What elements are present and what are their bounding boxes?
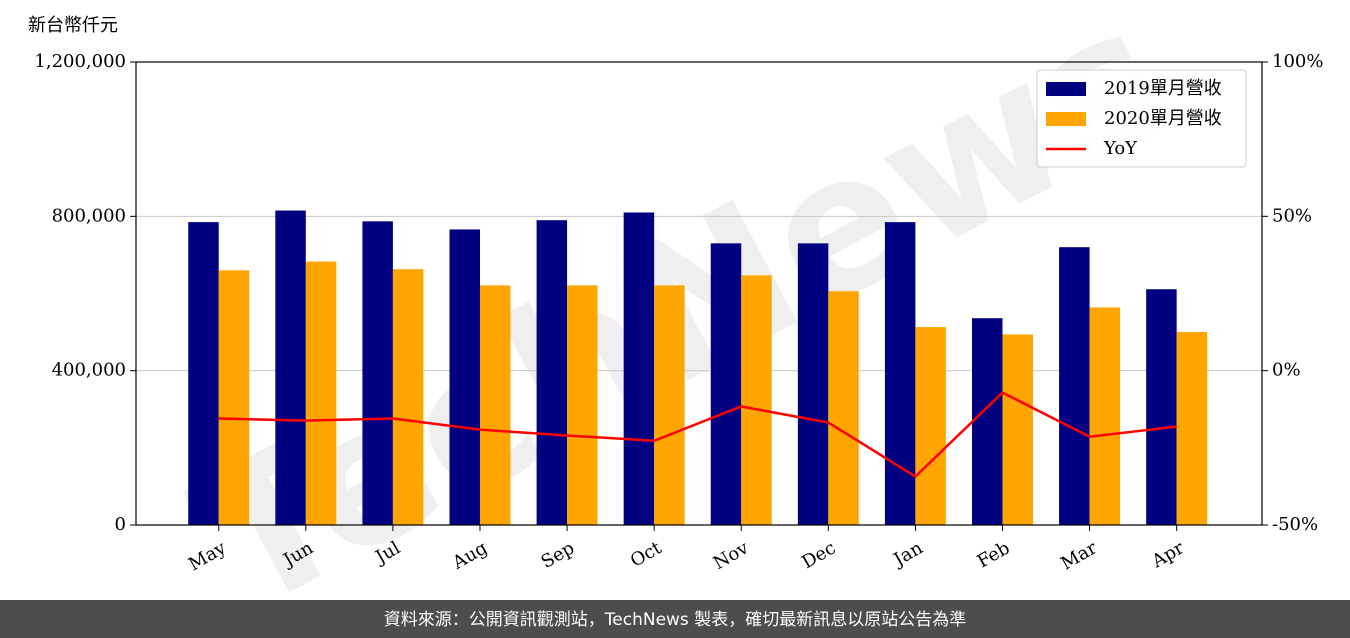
bar xyxy=(710,243,742,525)
bar xyxy=(1176,332,1208,525)
x-tick-label: Jan xyxy=(889,537,927,571)
y-tick-label: 800,000 xyxy=(52,205,126,226)
bar xyxy=(218,270,250,525)
bar xyxy=(392,269,424,525)
bar xyxy=(884,222,916,525)
bar xyxy=(741,275,772,525)
bar xyxy=(1089,307,1121,525)
x-tick-label: Sep xyxy=(538,537,578,572)
y-tick-label: 0 xyxy=(115,514,126,535)
y-tick-label: 1,200,000 xyxy=(34,51,126,72)
y2-tick-label: 50% xyxy=(1272,205,1312,226)
legend-swatch xyxy=(1046,112,1086,126)
y-tick-label: 400,000 xyxy=(52,360,126,381)
bar xyxy=(1002,334,1033,525)
x-tick-label: Mar xyxy=(1057,537,1101,574)
footer-bar xyxy=(0,600,1350,638)
y2-tick-label: 0% xyxy=(1272,360,1301,381)
y-axis-label: 新台幣仟元 xyxy=(28,15,118,36)
bar xyxy=(1059,247,1090,525)
legend: 2019單月營收 2020單月營收 YoY xyxy=(1036,69,1247,168)
legend-label: YoY xyxy=(1103,138,1138,159)
bar xyxy=(828,291,859,525)
x-tick-label: Oct xyxy=(627,537,666,572)
x-tick-label: Dec xyxy=(798,537,839,573)
legend-label: 2020單月營收 xyxy=(1104,108,1222,129)
bar xyxy=(915,327,946,525)
bar xyxy=(188,222,219,525)
y2-tick-label: -50% xyxy=(1272,514,1318,535)
plot-frame xyxy=(135,61,1263,526)
bar xyxy=(972,318,1003,525)
x-tick-label: Apr xyxy=(1148,537,1188,572)
bar xyxy=(536,220,568,526)
bar xyxy=(362,221,393,525)
bar xyxy=(567,285,598,525)
bar xyxy=(305,261,337,525)
legend-label: 2019單月營收 xyxy=(1104,78,1222,99)
bar xyxy=(654,285,685,525)
bar xyxy=(449,229,480,525)
bar xyxy=(275,210,306,525)
bar xyxy=(479,285,511,525)
bar xyxy=(797,243,829,525)
bar xyxy=(1146,289,1177,525)
line xyxy=(218,391,1177,479)
y2-tick-label: 100% xyxy=(1272,51,1323,72)
x-tick-label: Feb xyxy=(974,537,1014,572)
bar xyxy=(623,212,655,525)
x-tick-label: Nov xyxy=(710,537,753,574)
legend-swatch xyxy=(1046,82,1086,96)
footer: 資料來源：公開資訊觀測站，TechNews 製表，確切最新訊息以原站公告為準 xyxy=(384,610,966,630)
legend-box xyxy=(1036,69,1247,168)
